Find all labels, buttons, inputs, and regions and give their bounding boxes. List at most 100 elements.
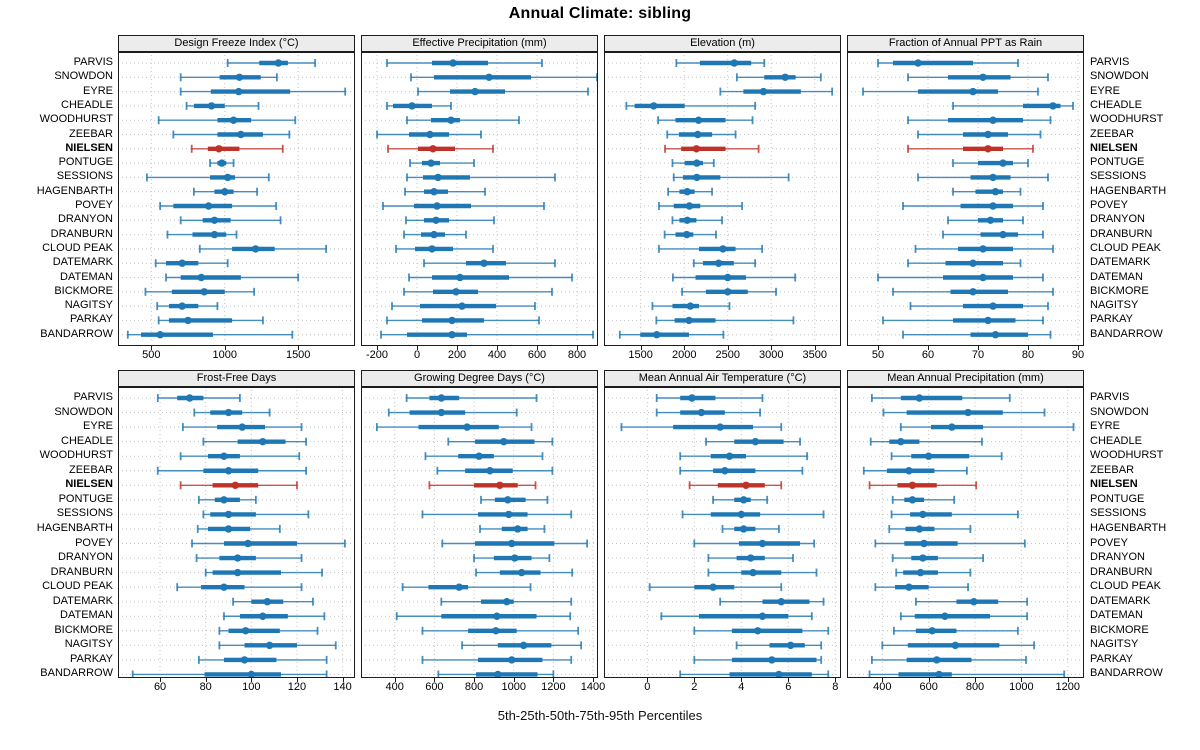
axis-tick-label: 90 xyxy=(1071,349,1085,361)
station-label-right-cloud-peak: CLOUD PEAK xyxy=(1090,580,1161,593)
axis-tick-label: 1000 xyxy=(501,681,526,693)
station-label-right-cloud-peak: CLOUD PEAK xyxy=(1090,241,1161,254)
axis-tick-mark xyxy=(694,678,696,682)
station-label-left-eyre: EYRE xyxy=(83,84,113,97)
percentile-row-nagitsy xyxy=(881,641,1035,650)
percentile-row-bickmore xyxy=(693,626,830,635)
panel-canvas xyxy=(122,390,351,677)
station-label-left-hagenbarth: HAGENBARTH xyxy=(36,184,113,197)
percentile-row-dateman xyxy=(165,273,300,282)
station-label-left-nagitsy: NAGITSY xyxy=(64,638,113,651)
percentile-row-datemark xyxy=(907,259,1022,268)
panel-canvas xyxy=(365,390,594,677)
axis-tick-mark xyxy=(741,678,743,682)
station-label-left-datemark: DATEMARK xyxy=(52,256,113,269)
percentile-row-povey xyxy=(159,202,278,210)
percentile-row-snowdon xyxy=(907,73,1049,82)
axis-tick-label: 400 xyxy=(487,349,507,361)
station-label-right-dranburn: DRANBURN xyxy=(1090,227,1153,240)
panel-mean-annual-precipitation-(mm) xyxy=(847,387,1084,678)
axis-tick-mark xyxy=(878,346,879,350)
panel-growing-degree-days-(°c) xyxy=(361,387,598,678)
axis-tick-label: 60 xyxy=(921,349,935,361)
axis-tick-label: 400 xyxy=(385,681,404,693)
station-label-right-eyre: EYRE xyxy=(1090,420,1120,433)
panel-elevation-(m) xyxy=(604,52,841,346)
axis-tick-label: 1400 xyxy=(580,681,606,693)
percentile-row-povey xyxy=(191,539,346,548)
station-label-right-bandarrow: BANDARROW xyxy=(1090,667,1163,680)
percentile-row-parvis xyxy=(226,59,316,67)
percentile-row-povey xyxy=(874,539,1026,548)
percentile-row-cheadle xyxy=(625,101,757,110)
percentile-row-nagitsy xyxy=(218,641,337,650)
percentile-row-bandarrow xyxy=(902,330,1052,339)
axis-tick-label: 1200 xyxy=(1055,681,1080,693)
station-label-right-nielsen: NIELSEN xyxy=(1090,141,1138,154)
station-label-left-snowdon: SNOWDON xyxy=(54,70,113,83)
percentile-row-parvis xyxy=(877,59,1019,67)
axis-tick-mark xyxy=(978,346,979,350)
axis-tick-mark xyxy=(296,678,298,682)
panel-strip-mean-annual-air-temperature-(°c): Mean Annual Air Temperature (°C) xyxy=(604,370,841,387)
percentile-row-parkay xyxy=(882,316,1044,325)
percentile-row-cheadle xyxy=(185,101,260,110)
percentile-row-dranburn xyxy=(942,230,1044,239)
axis-tick-mark xyxy=(434,678,436,682)
percentile-row-parkay xyxy=(693,655,823,664)
axis-tick-label: 100 xyxy=(242,681,261,693)
percentile-row-sessions xyxy=(672,173,790,182)
station-label-left-dranburn: DRANBURN xyxy=(50,565,113,578)
axis-tick-label: 400 xyxy=(873,681,892,693)
percentile-row-bandarrow xyxy=(380,330,594,339)
station-label-left-zeebar: ZEEBAR xyxy=(68,127,113,140)
axis-tick-mark xyxy=(417,346,418,350)
percentile-row-datemark xyxy=(915,597,1029,606)
axis-tick-label: 80 xyxy=(199,681,212,693)
station-label-right-sessions: SESSIONS xyxy=(1090,170,1147,183)
axis-tick-mark xyxy=(1021,678,1023,682)
axis-tick-mark xyxy=(251,678,253,682)
station-label-left-parkay: PARKAY xyxy=(70,652,113,665)
station-label-left-nielsen: NIELSEN xyxy=(65,141,113,154)
percentile-row-woodhurst xyxy=(890,452,1003,461)
percentile-row-parvis xyxy=(386,59,543,67)
panel-strip-effective-precipitation-(mm): Effective Precipitation (mm) xyxy=(361,35,598,52)
axis-tick-mark xyxy=(377,346,378,350)
axis-tick-mark xyxy=(394,678,396,682)
percentile-row-dateman xyxy=(408,273,573,282)
axis-tick-label: 500 xyxy=(142,349,161,361)
station-label-right-nielsen: NIELSEN xyxy=(1090,478,1138,491)
percentile-row-bandarrow xyxy=(131,670,328,677)
percentile-row-nielsen xyxy=(179,481,298,490)
percentile-row-parvis xyxy=(405,394,538,402)
percentile-row-nagitsy xyxy=(651,302,731,311)
station-label-right-povey: POVEY xyxy=(1090,536,1128,549)
axis-tick-label: 600 xyxy=(425,681,444,693)
percentile-row-cheadle xyxy=(202,437,307,446)
axis-tick-mark xyxy=(882,678,884,682)
percentile-row-zeebar xyxy=(436,466,554,475)
percentile-row-pontuge xyxy=(891,495,956,504)
percentile-row-parkay xyxy=(157,316,264,325)
percentile-row-parvis xyxy=(870,394,1011,402)
percentile-row-cloud-peak xyxy=(401,583,532,592)
chart-title: Annual Climate: sibling xyxy=(508,5,692,22)
station-label-right-cheadle: CHEADLE xyxy=(1090,434,1142,447)
station-label-left-dateman: DATEMAN xyxy=(60,609,113,622)
station-label-right-parkay: PARKAY xyxy=(1090,652,1133,665)
station-label-left-dranyon: DRANYON xyxy=(57,213,113,226)
panel-effective-precipitation-(mm) xyxy=(361,52,598,346)
axis-tick-label: 2000 xyxy=(671,349,697,361)
axis-tick-label: 140 xyxy=(333,681,352,693)
percentile-row-snowdon xyxy=(655,408,762,417)
panel-canvas xyxy=(608,55,837,343)
station-label-left-cloud-peak: CLOUD PEAK xyxy=(42,580,113,593)
axis-tick-label: 2500 xyxy=(715,349,740,361)
percentile-row-snowdon xyxy=(410,73,597,82)
panel-fraction-of-annual-ppt-as-rain xyxy=(847,52,1084,346)
percentile-row-sessions xyxy=(890,510,1019,519)
station-label-left-cloud-peak: CLOUD PEAK xyxy=(42,241,113,254)
percentile-row-pontuge xyxy=(671,159,715,168)
